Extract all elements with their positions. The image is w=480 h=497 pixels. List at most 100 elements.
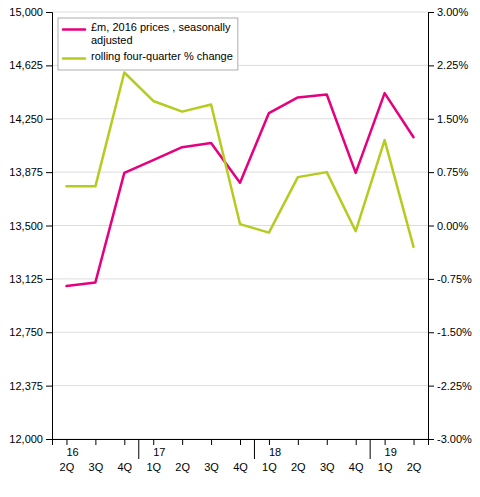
axis-line [46, 13, 53, 440]
tick-mark [66, 439, 67, 445]
tick-mark [356, 439, 357, 445]
x-tick: 4Q [349, 439, 364, 473]
tick-label: 12,750 [9, 326, 43, 338]
grid-line [52, 278, 428, 279]
tick-label: 13,500 [9, 220, 43, 232]
tick-label: 3Q [89, 461, 104, 473]
tick-mark [385, 439, 386, 445]
x-tick: 2Q [407, 439, 422, 473]
x-tick: 2Q [175, 439, 190, 473]
tick-label: 1.50% [437, 113, 468, 125]
year-label: 18 [269, 446, 281, 458]
tick-label: 2Q [291, 461, 306, 473]
tick-label: 2Q [60, 461, 75, 473]
legend-label: rolling four-quarter % change [91, 50, 233, 62]
annotations: 16171819 [66, 439, 396, 459]
y-tick: 12,375 [9, 380, 52, 392]
y2-axis: -3.00% -2.25% -1.50% -0.75% 0.00% 0.75% 1.50% 2… [428, 6, 472, 445]
y-tick: 2.25% [428, 59, 468, 71]
grid-line [52, 118, 428, 119]
y-tick: -2.25% [428, 380, 472, 392]
tick-mark [124, 439, 125, 445]
tick-mark [153, 439, 154, 445]
tick-label: 0.75% [437, 166, 468, 178]
legend-label-line: rolling four-quarter % change [91, 50, 233, 62]
tick-mark [428, 332, 434, 333]
tick-mark [269, 439, 270, 445]
grid [52, 12, 428, 439]
line [66, 72, 413, 246]
tick-label: 12,000 [9, 433, 43, 445]
tick-mark [327, 439, 328, 445]
x-tick: 3Q [320, 439, 335, 473]
tick-mark [428, 386, 434, 387]
y-tick: 12,000 [9, 433, 52, 445]
legend: £m, 2016 prices , seasonallyadjusted roll… [58, 18, 238, 70]
plot: 2Q3Q4Q1Q2Q3Q4Q1Q2Q3Q4Q1Q2Q1617181912,000… [9, 6, 472, 473]
tick-mark [46, 119, 52, 120]
legend-item: rolling four-quarter % change [63, 50, 233, 62]
year-separator [370, 439, 371, 459]
year-separator [138, 439, 139, 459]
tick-mark [428, 65, 434, 66]
series-group [66, 72, 413, 286]
tick-mark [298, 439, 299, 445]
legend-label: £m, 2016 prices , seasonallyadjusted [91, 21, 231, 46]
tick-mark [428, 439, 434, 440]
tick-mark [46, 386, 52, 387]
legend-item: £m, 2016 prices , seasonallyadjusted [63, 21, 231, 46]
tick-label: 4Q [233, 461, 248, 473]
tick-label: -1.50% [437, 326, 472, 338]
tick-label: 15,000 [9, 6, 43, 18]
tick-mark [428, 279, 434, 280]
grid-line [52, 332, 428, 333]
tick-mark [46, 439, 52, 440]
y-tick: 0.00% [428, 220, 468, 232]
tick-mark [182, 439, 183, 445]
tick-label: 1Q [262, 461, 277, 473]
tick-mark [46, 332, 52, 333]
tick-label: 2Q [175, 461, 190, 473]
y-tick: 3.00% [428, 6, 468, 18]
legend-swatch [63, 28, 85, 31]
tick-mark [46, 65, 52, 66]
y-tick: 13,875 [9, 166, 52, 178]
y-tick: 12,750 [9, 326, 52, 338]
axis-line [53, 440, 429, 446]
legend-box [58, 18, 238, 70]
tick-label: 3Q [204, 461, 219, 473]
grid-line [52, 385, 428, 386]
x-tick: 4Q [233, 439, 248, 473]
tick-mark [95, 439, 96, 445]
tick-mark [428, 119, 434, 120]
line [66, 93, 413, 286]
chart: 2Q3Q4Q1Q2Q3Q4Q1Q2Q3Q4Q1Q2Q1617181912,000… [0, 0, 480, 497]
y-tick: -3.00% [428, 433, 472, 445]
tick-label: 0.00% [437, 220, 468, 232]
tick-mark [211, 439, 212, 445]
tick-mark [46, 279, 52, 280]
tick-mark [414, 439, 415, 445]
grid-line [52, 172, 428, 173]
tick-label: 1Q [146, 461, 161, 473]
grid-line [52, 12, 428, 13]
tick-mark [428, 226, 434, 227]
tick-label: 12,375 [9, 380, 43, 392]
tick-mark [240, 439, 241, 445]
year-label: 17 [153, 446, 165, 458]
x-axis: 2Q3Q4Q1Q2Q3Q4Q1Q2Q3Q4Q1Q2Q [53, 439, 429, 473]
y-tick: 14,625 [9, 59, 52, 71]
tick-label: 3Q [320, 461, 335, 473]
y-tick: 15,000 [9, 6, 52, 18]
tick-label: 4Q [349, 461, 364, 473]
tick-mark [428, 172, 434, 173]
tick-label: -0.75% [437, 273, 472, 285]
tick-mark [46, 226, 52, 227]
y-tick: -0.75% [428, 273, 472, 285]
y-tick: -1.50% [428, 326, 472, 338]
legend-label-line: £m, 2016 prices , seasonally [91, 21, 231, 33]
y-tick: 14,250 [9, 113, 52, 125]
x-tick: 4Q [117, 439, 132, 473]
y-tick: 13,125 [9, 273, 52, 285]
tick-label: 13,875 [9, 166, 43, 178]
